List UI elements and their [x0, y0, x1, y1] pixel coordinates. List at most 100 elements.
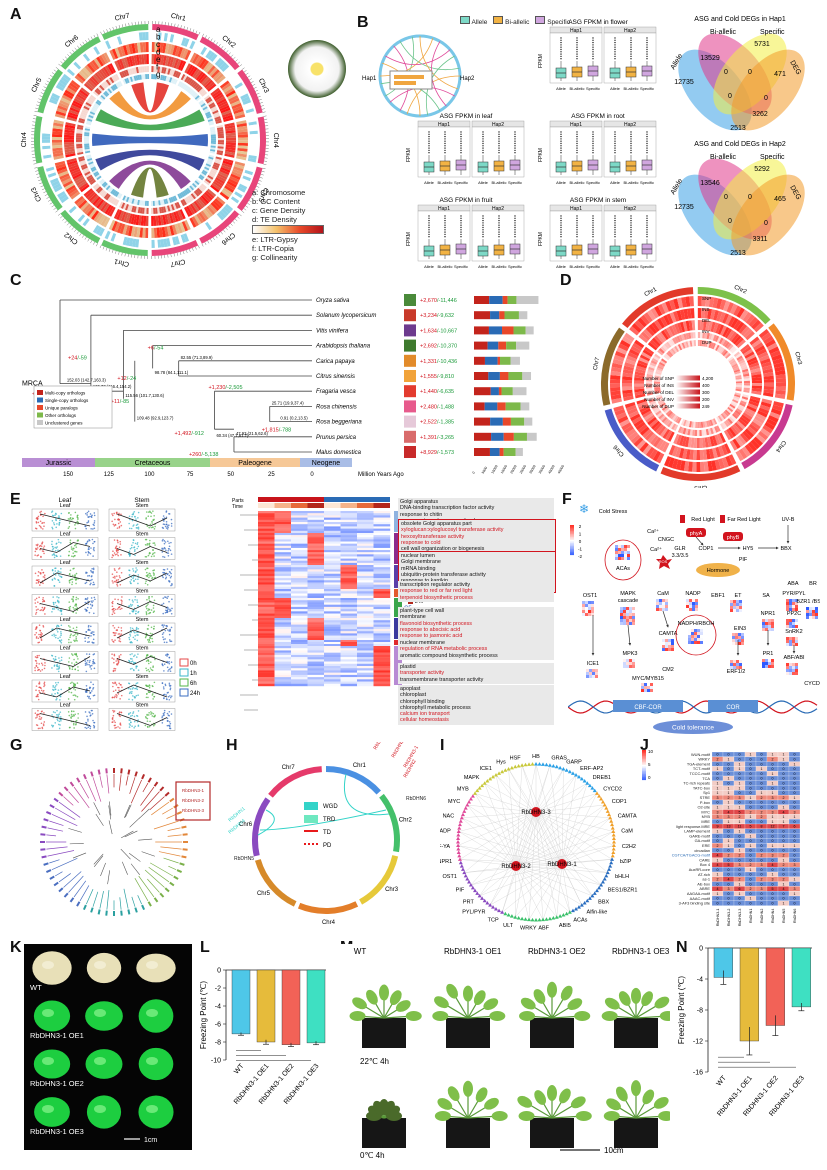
chromosome-tick: [106, 29, 108, 33]
variant-density-bin: [775, 382, 786, 387]
chromosome-tick: [102, 246, 105, 250]
gene-point: [168, 724, 171, 727]
chromosome-tick: [36, 104, 40, 106]
chromosome-tick: [255, 89, 259, 92]
ortholog-bar: [474, 326, 489, 335]
density-bin: [197, 45, 205, 54]
variant-density-bin: [657, 303, 666, 315]
outlier-point: [460, 229, 462, 231]
outlier-point: [630, 145, 632, 147]
venn-hap2: ASG and Cold DEGs in Hap2AlleleBi-alleli…: [670, 141, 805, 257]
chromosome-tick: [44, 194, 48, 196]
ortholog-bar: [474, 372, 489, 380]
gene-point: [92, 528, 94, 530]
gene-point: [112, 600, 114, 603]
chromosome-label: Chr2: [733, 285, 748, 296]
density-bin: [237, 128, 248, 133]
heat-cell: [373, 550, 391, 553]
outlier-point: [482, 219, 484, 222]
heat-cell: [373, 539, 391, 542]
density-bin: [61, 177, 72, 185]
density-bin: [229, 97, 240, 105]
density-bin: [84, 65, 94, 75]
chromosome-tick: [109, 27, 111, 31]
density-bin: [145, 42, 149, 53]
density-bin: [196, 187, 203, 194]
gene-point: [146, 639, 149, 641]
heat-cell: [274, 644, 292, 647]
heat-cell: [291, 533, 308, 536]
gene-point: [86, 695, 89, 698]
outlier-point: [614, 217, 616, 219]
density-bin: [81, 109, 88, 115]
facet-label: Hap1: [570, 28, 582, 34]
density-bin: [75, 59, 84, 68]
density-bin: [90, 48, 98, 57]
outlier-point: [514, 140, 516, 142]
collinearity-ribbon: [95, 149, 205, 171]
gene-point: [137, 574, 140, 576]
heat-cell: [373, 626, 391, 630]
chromosome-tick: [243, 70, 247, 73]
density-bin: [88, 163, 95, 167]
track-letter: b: [156, 33, 161, 42]
gene-point: [75, 626, 78, 629]
density-bin: [246, 164, 255, 170]
density-bin: [87, 176, 94, 182]
gene-point: [116, 583, 118, 586]
heat-cell: [373, 633, 391, 636]
heat-cell: [291, 547, 308, 551]
variant-density-bin: [683, 333, 688, 340]
density-bin: [78, 117, 86, 122]
heat-cell: [324, 575, 341, 579]
outlier-point: [482, 147, 484, 149]
heat-cell: [340, 524, 358, 527]
gene-point: [130, 546, 133, 549]
legend-biallelic: Bi-allelic: [505, 19, 530, 26]
gene-point: [134, 634, 137, 637]
heat-cell: [258, 545, 275, 549]
heat-cell: [274, 618, 292, 621]
heat-cell: [340, 558, 358, 561]
density-bin: [210, 134, 216, 137]
outlier-point: [498, 224, 500, 226]
variant-density-bin: [747, 403, 758, 410]
density-bin: [117, 46, 124, 58]
gene-point: [85, 581, 88, 584]
density-bin: [103, 217, 111, 228]
gene-point: [116, 629, 118, 631]
outlier-point: [460, 231, 462, 233]
variant-density-bin: [669, 299, 676, 311]
heat-cell: [324, 629, 341, 632]
heat-cell: [340, 582, 358, 585]
outlier-point: [560, 152, 562, 154]
gene-point: [168, 720, 171, 723]
gene-point: [38, 584, 41, 586]
variant-density-bin: [630, 434, 641, 444]
variant-density-bin: [717, 324, 725, 335]
density-bin: [56, 165, 67, 172]
gene-point: [90, 515, 93, 518]
density-bin: [90, 75, 100, 85]
variant-density-bin: [740, 326, 750, 336]
chromosome-tick: [53, 207, 57, 210]
outlier-point: [498, 152, 500, 154]
gene-point: [75, 629, 78, 631]
density-bin: [216, 127, 224, 131]
gene-point: [165, 624, 167, 627]
gene-point: [87, 626, 90, 628]
species-photo: [404, 309, 416, 322]
heat-cell: [373, 552, 391, 555]
density-bin: [216, 152, 223, 156]
outlier-point: [482, 217, 484, 219]
variant-density-bin: [773, 362, 785, 369]
variant-density-bin: [648, 364, 656, 369]
chromosome-tick: [207, 36, 210, 40]
variant-density-bin: [703, 461, 709, 472]
outlier-point: [630, 217, 632, 219]
species-gain-loss: +8,929/-1,573: [420, 450, 454, 456]
variant-density-bin: [667, 431, 675, 442]
variant-density-bin: [721, 422, 728, 429]
outlier-point: [592, 149, 594, 152]
outlier-point: [560, 133, 562, 135]
